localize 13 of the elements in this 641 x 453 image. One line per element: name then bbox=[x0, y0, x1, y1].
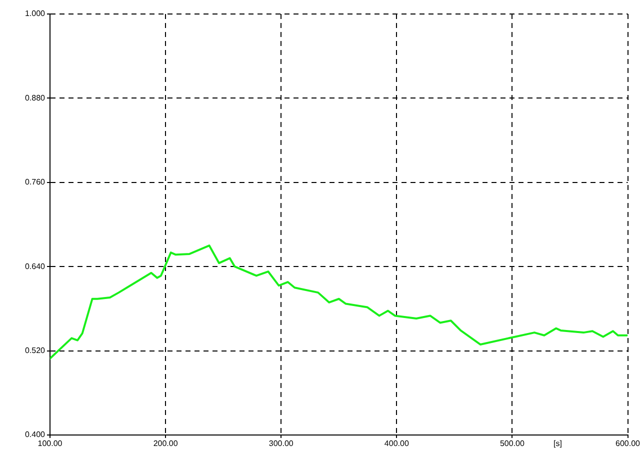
x-tick-label: 300.00 bbox=[268, 439, 294, 448]
y-tick-label: 0.640 bbox=[24, 262, 46, 271]
y-tick-label: 1.000 bbox=[24, 9, 46, 18]
x-tick-label: 600.00 bbox=[616, 439, 641, 448]
y-tick-label: 0.760 bbox=[24, 178, 46, 187]
x-tick-label: 400.00 bbox=[384, 439, 410, 448]
x-axis-title: [s] bbox=[554, 439, 562, 448]
x-tick-label: 200.00 bbox=[153, 439, 178, 448]
y-tick-label: 0.880 bbox=[24, 93, 46, 102]
x-tick-label: 500.00 bbox=[500, 439, 525, 448]
y-tick-label: 0.400 bbox=[24, 430, 46, 440]
y-tick-label: 0.520 bbox=[24, 346, 46, 356]
x-tick-label: 100.00 bbox=[38, 439, 63, 448]
